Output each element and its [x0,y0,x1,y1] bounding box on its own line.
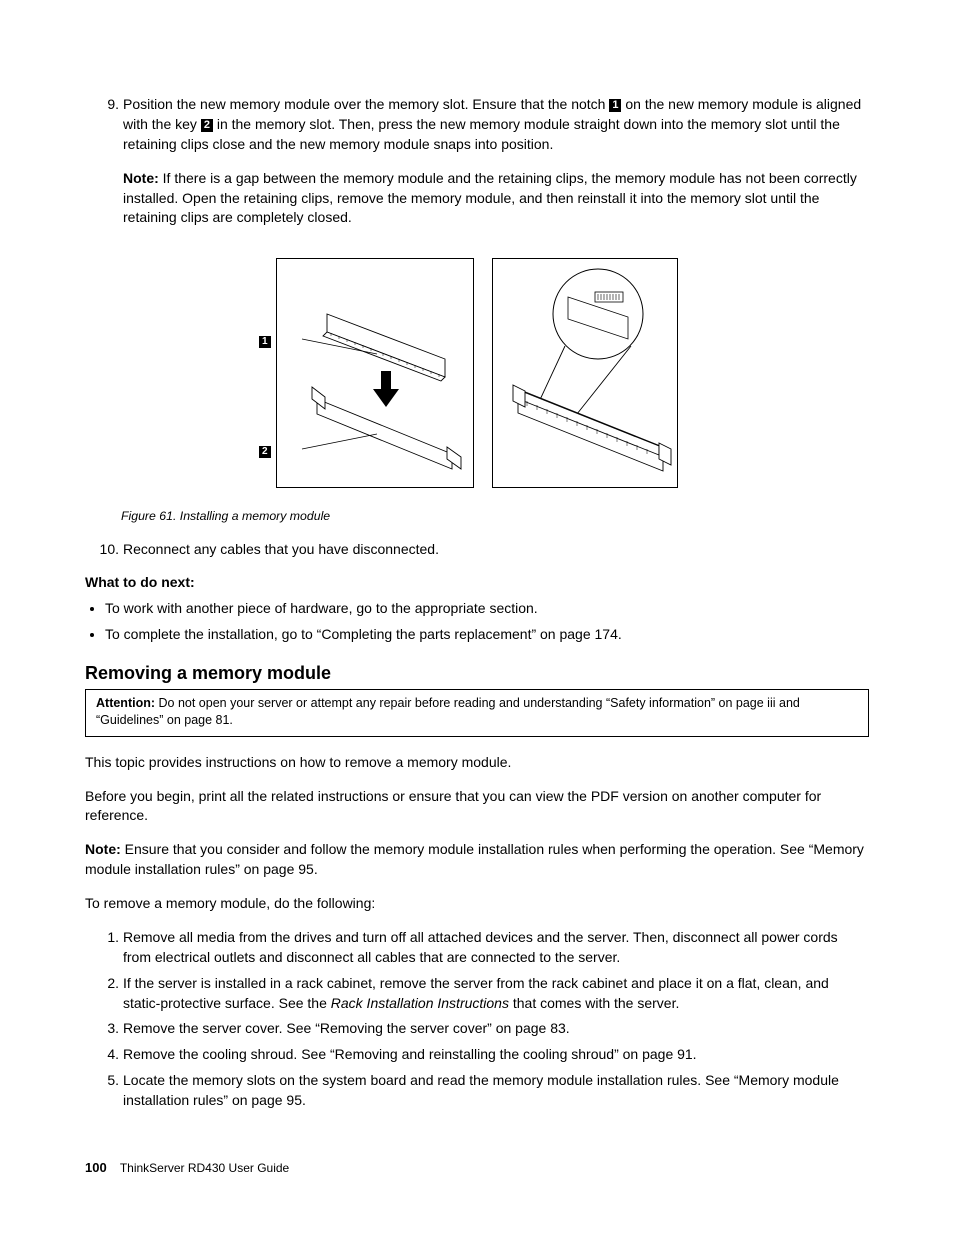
para-2: Before you begin, print all the related … [85,787,869,827]
section-heading: Removing a memory module [85,661,869,687]
step-text-c: in the memory slot. Then, press the new … [123,116,840,152]
attention-text: Do not open your server or attempt any r… [96,696,800,728]
rs4-text: Remove the cooling shroud. See “Removing… [123,1046,697,1062]
diagram-callout-1: 1 [259,331,271,351]
note-text: If there is a gap between the memory mod… [123,170,857,226]
para-3: Note: Ensure that you consider and follo… [85,840,869,880]
note-text-2: Ensure that you consider and follow the … [85,841,864,877]
what-to-do-next-heading: What to do next: [85,573,869,593]
callout-2-box: 2 [259,446,271,458]
callout-1-box: 1 [259,336,271,348]
note-label: Note: [123,170,159,186]
bullet-2: To complete the installation, go to “Com… [105,625,869,645]
rs2-text-b: that comes with the server. [509,995,679,1011]
step-item-10: 10. Reconnect any cables that you have d… [123,540,869,560]
figure-panel-left: 1 2 [276,258,474,488]
step-number-10: 10. [91,540,119,560]
note-label-2: Note: [85,841,121,857]
rs4-num: 4. [91,1045,119,1065]
step-10-text: Reconnect any cables that you have disco… [123,541,439,557]
document-page: 9. Position the new memory module over t… [0,0,954,1235]
rs2-num: 2. [91,974,119,994]
para-4: To remove a memory module, do the follow… [85,894,869,914]
removal-step-3: 3. Remove the server cover. See “Removin… [123,1019,869,1039]
step-9: 9. Position the new memory module over t… [85,95,869,228]
bullet-1: To work with another piece of hardware, … [105,599,869,619]
rs5-num: 5. [91,1071,119,1091]
rs2-italic: Rack Installation Instructions [331,995,509,1011]
step-10: 10. Reconnect any cables that you have d… [85,540,869,560]
step-item-9: 9. Position the new memory module over t… [123,95,869,228]
footer-title: ThinkServer RD430 User Guide [120,1161,289,1175]
removal-step-1: 1. Remove all media from the drives and … [123,928,869,968]
removal-step-2: 2. If the server is installed in a rack … [123,974,869,1014]
figure-61: 1 2 [85,258,869,525]
removal-step-5: 5. Locate the memory slots on the system… [123,1071,869,1111]
rs5-text: Locate the memory slots on the system bo… [123,1072,839,1108]
callout-2-inline: 2 [201,119,213,132]
step-number: 9. [91,95,119,115]
attention-box: Attention: Do not open your server or at… [85,689,869,737]
step-text-a: Position the new memory module over the … [123,96,609,112]
page-footer: 100 ThinkServer RD430 User Guide [85,1159,289,1177]
figure-panel-right [492,258,678,488]
rs1-text: Remove all media from the drives and tur… [123,929,838,965]
removal-step-4: 4. Remove the cooling shroud. See “Remov… [123,1045,869,1065]
removal-steps: 1. Remove all media from the drives and … [85,928,869,1111]
memory-install-diagram-icon [277,259,475,489]
rs3-text: Remove the server cover. See “Removing t… [123,1020,570,1036]
memory-detail-diagram-icon [493,259,679,489]
figure-caption: Figure 61. Installing a memory module [121,508,869,525]
step-9-note: Note: If there is a gap between the memo… [123,169,869,229]
attention-label: Attention: [96,696,155,710]
para-1: This topic provides instructions on how … [85,753,869,773]
callout-1-inline: 1 [609,99,621,112]
rs1-num: 1. [91,928,119,948]
diagram-callout-2: 2 [259,441,271,461]
next-bullets: To work with another piece of hardware, … [85,599,869,645]
rs3-num: 3. [91,1019,119,1039]
page-number: 100 [85,1160,107,1175]
